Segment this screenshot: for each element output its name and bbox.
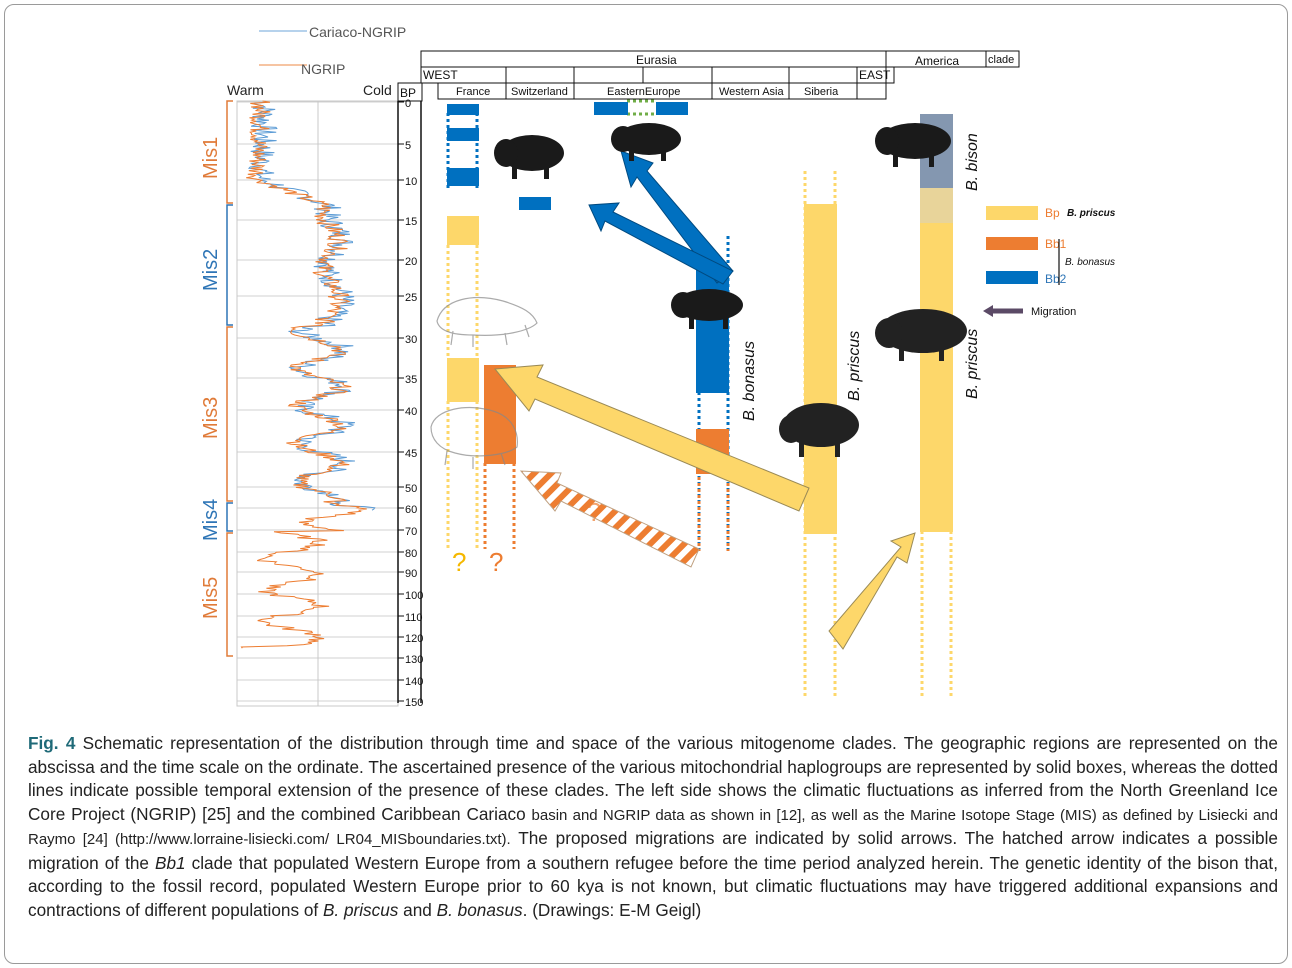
- caption-priscus: B. priscus: [322, 899, 399, 920]
- legend-bb-species: B. bonasus: [1065, 257, 1115, 268]
- caption-text-4: clade that populated Western Europe from…: [28, 852, 1278, 920]
- legend-bp-label: Bp: [1045, 206, 1060, 220]
- bison-silhouettes: [494, 123, 967, 457]
- caption-bonasus: B. bonasus: [436, 899, 523, 920]
- clade-header-label: clade: [988, 54, 1014, 66]
- time-tick-label: 140: [405, 676, 423, 688]
- time-tick-label: 110: [405, 612, 423, 624]
- caption-bb1: Bb1: [155, 852, 186, 873]
- caption-text-3: The proposed migrations are indicated by…: [28, 828, 1278, 873]
- bison-icon: [611, 123, 681, 161]
- question-mark-france: ?: [452, 547, 466, 577]
- bison-icon: [671, 289, 743, 329]
- time-ticks: 0 5 10 15 20 25 30 35 40 45 50 60 70 80 90 100 110 120 130…: [398, 98, 423, 709]
- geo-header: [420, 50, 1020, 100]
- legend-swatch-bp: [986, 206, 1038, 220]
- caption-and: and: [398, 899, 437, 920]
- time-tick-label: 100: [405, 590, 423, 602]
- mis2-label: Mis2: [200, 249, 222, 291]
- legend-bp-species: B. priscus: [1067, 208, 1116, 219]
- bison-icon: [875, 309, 967, 361]
- species-priscus-america: B. priscus: [964, 329, 981, 399]
- bison-icon: [779, 403, 859, 457]
- ngrip-legend-label: NGRIP: [301, 61, 345, 77]
- bp-axis-label: BP: [400, 86, 416, 100]
- question-mark-hatched: ?: [587, 497, 601, 527]
- time-tick-label: 15: [405, 216, 417, 228]
- time-tick-label: 20: [405, 256, 417, 268]
- time-tick-label: 0: [405, 98, 411, 110]
- time-tick-label: 120: [405, 633, 423, 645]
- caption-fig-label: Fig. 4: [28, 733, 76, 753]
- time-tick-label: 60: [405, 504, 417, 516]
- region-switzerland: Switzerland: [511, 86, 568, 98]
- time-tick-label: 30: [405, 334, 417, 346]
- region-siberia: Siberia: [804, 86, 839, 98]
- yellow-arrow-to-america: [828, 532, 916, 650]
- time-tick-label: 10: [405, 176, 417, 188]
- eurasia-label: Eurasia: [636, 53, 677, 67]
- migration-arrows: [494, 150, 1023, 650]
- time-tick-label: 5: [405, 140, 411, 152]
- warm-label: Warm: [227, 82, 264, 98]
- legend-bb2-label: Bb2: [1045, 272, 1067, 286]
- climate-curves: [240, 100, 376, 649]
- region-france: France: [456, 86, 490, 98]
- time-tick-label: 80: [405, 548, 417, 560]
- time-tick-label: 70: [405, 526, 417, 538]
- figure-caption: Fig. 4 Schematic representation of the d…: [28, 732, 1278, 922]
- region-eastern-europe: EasternEurope: [607, 86, 680, 98]
- yellow-arrow-to-france: [494, 364, 810, 512]
- mis3-label: Mis3: [200, 397, 222, 439]
- legend-swatch-bb1: [986, 237, 1038, 250]
- east-label: EAST: [859, 68, 891, 82]
- time-tick-label: 25: [405, 292, 417, 304]
- question-mark-bb1: ?: [489, 547, 503, 577]
- dotted-extensions: [446, 99, 953, 696]
- west-label: WEST: [423, 68, 458, 82]
- time-tick-label: 40: [405, 406, 417, 418]
- time-tick-label: 130: [405, 654, 423, 666]
- legend-bb1-label: Bb1: [1045, 237, 1067, 251]
- time-tick-label: 150: [405, 697, 423, 709]
- climate-grid: [236, 100, 399, 707]
- mis4-label: Mis4: [200, 499, 222, 541]
- cave-bison-drawing: [436, 297, 538, 347]
- bp-axis-box: [397, 82, 423, 102]
- hatched-arrow-bb1: [519, 470, 700, 568]
- time-tick-label: 45: [405, 448, 417, 460]
- blue-arrow-switzerland: [588, 202, 734, 285]
- cave-bison-drawing: [430, 406, 518, 469]
- cold-label: Cold: [363, 82, 392, 98]
- bison-icon: [875, 123, 951, 167]
- species-bonasus: B. bonasus: [741, 341, 758, 421]
- bison-icon: [494, 135, 564, 179]
- time-tick-label: 50: [405, 483, 417, 495]
- america-label: America: [915, 54, 959, 68]
- mis5-label: Mis5: [200, 577, 222, 619]
- caption-text-2: basin and NGRIP data as shown in [12], a…: [28, 806, 1278, 849]
- cave-drawings: [430, 297, 538, 469]
- species-bison: B. bison: [964, 133, 981, 191]
- mis1-label: Mis1: [200, 137, 222, 179]
- time-tick-label: 35: [405, 374, 417, 386]
- legend-swatch-bb2: [986, 271, 1038, 284]
- region-western-asia: Western Asia: [719, 86, 784, 98]
- mis-brackets: [226, 100, 233, 657]
- caption-text-1: Schematic representation of the distribu…: [28, 733, 1278, 824]
- time-tick-label: 90: [405, 568, 417, 580]
- cariaco-legend-label: Cariaco-NGRIP: [309, 24, 406, 40]
- species-priscus-siberia: B. priscus: [846, 331, 863, 401]
- figure-frame: Cariaco-NGRIP NGRIP Warm Cold BP 0 5 10 15 2…: [4, 4, 1288, 964]
- legend-migration-label: Migration: [1031, 306, 1076, 318]
- figure-diagram: Cariaco-NGRIP NGRIP Warm Cold BP 0 5 10 15 2…: [200, 24, 1116, 709]
- caption-text-5: . (Drawings: E-M Geigl): [522, 899, 702, 920]
